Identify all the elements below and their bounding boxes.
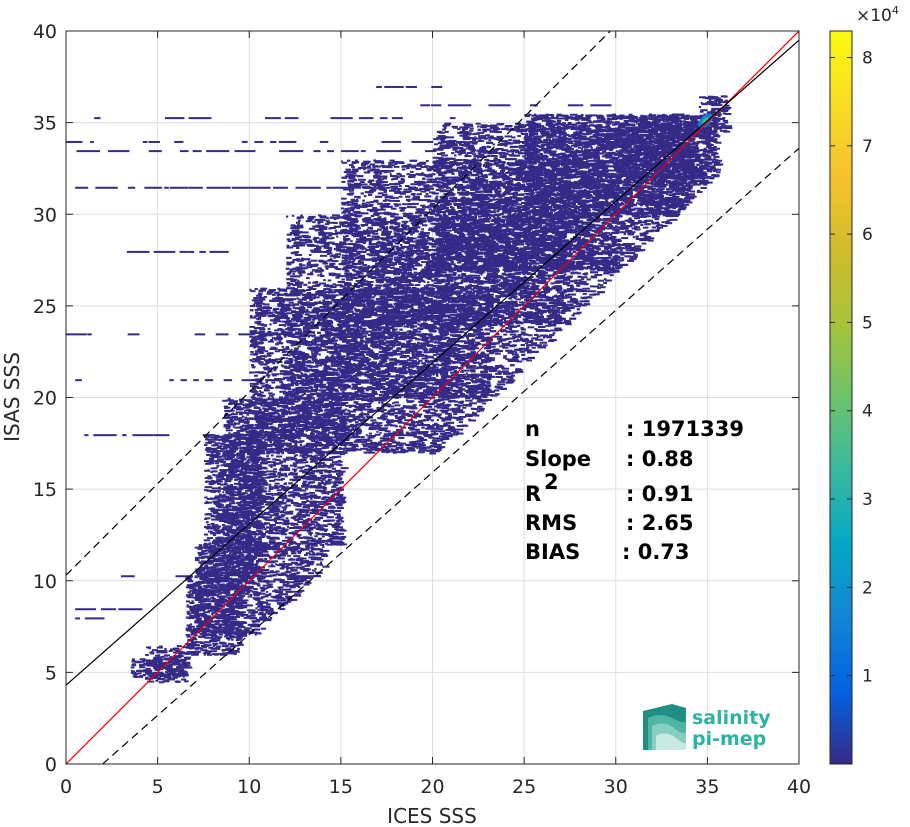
colorbar-tick-label: 4 [862,402,873,422]
logo-text-salinity: salinity [692,707,771,729]
y-axis-label: ISAS SSS [0,352,24,442]
x-tick-label: 15 [329,776,353,798]
y-tick-label: 25 [33,296,57,318]
y-tick-label: 5 [45,662,57,684]
colorbar: 1 2 3 4 5 6 7 8 ×104 [830,4,899,764]
stats-label-n: n [525,417,540,441]
y-tick-label: 40 [33,21,57,43]
colorbar-tick-label: 3 [862,490,873,510]
stats-value-n: : 1971339 [626,417,744,441]
stats-label-rms: RMS [525,511,577,535]
stats-label-r2-sup: 2 [544,470,559,494]
x-tick-label: 25 [512,776,536,798]
colorbar-tick-label: 5 [862,313,873,333]
stats-value-rms: : 2.65 [626,511,694,535]
colorbar-tick-label: 8 [862,48,873,68]
x-tick-label: 0 [60,776,72,798]
stats-label-r2: R [525,482,541,506]
y-tick-label: 20 [33,388,57,410]
y-tick-label: 15 [33,479,57,501]
x-tick-label: 35 [695,776,719,798]
x-tick-label: 40 [787,776,811,798]
density-streak [376,86,442,88]
y-tick-label: 10 [33,571,57,593]
salinity-pimep-logo: salinity pi-mep [643,704,771,750]
stats-label-bias: BIAS [525,540,580,564]
stats-value-bias: : 0.73 [622,540,690,564]
colorbar-tick-label: 2 [862,578,873,598]
y-tick-label: 35 [33,113,57,135]
x-tick-label: 30 [604,776,628,798]
colorbar-tick-label: 7 [862,137,873,157]
y-tick-label: 0 [45,754,57,776]
colorbar-tick-label: 6 [862,225,873,245]
x-tick-label: 10 [237,776,261,798]
wave-logo-icon [643,704,686,750]
stats-value-slope: : 0.88 [626,447,694,471]
stats-label-slope: Slope [525,447,591,471]
colorbar-exponent: ×104 [856,4,899,26]
logo-text-pimep: pi-mep [692,728,766,750]
stats-value-r2: : 0.91 [626,482,694,506]
density-streak [75,608,142,610]
y-tick-label: 30 [33,204,57,226]
colorbar-gradient [830,31,852,764]
x-axis-label: ICES SSS [387,804,477,827]
colorbar-tick-label: 1 [862,667,873,687]
density-streak [75,617,104,619]
x-tick-label: 5 [152,776,164,798]
x-tick-label: 20 [420,776,444,798]
